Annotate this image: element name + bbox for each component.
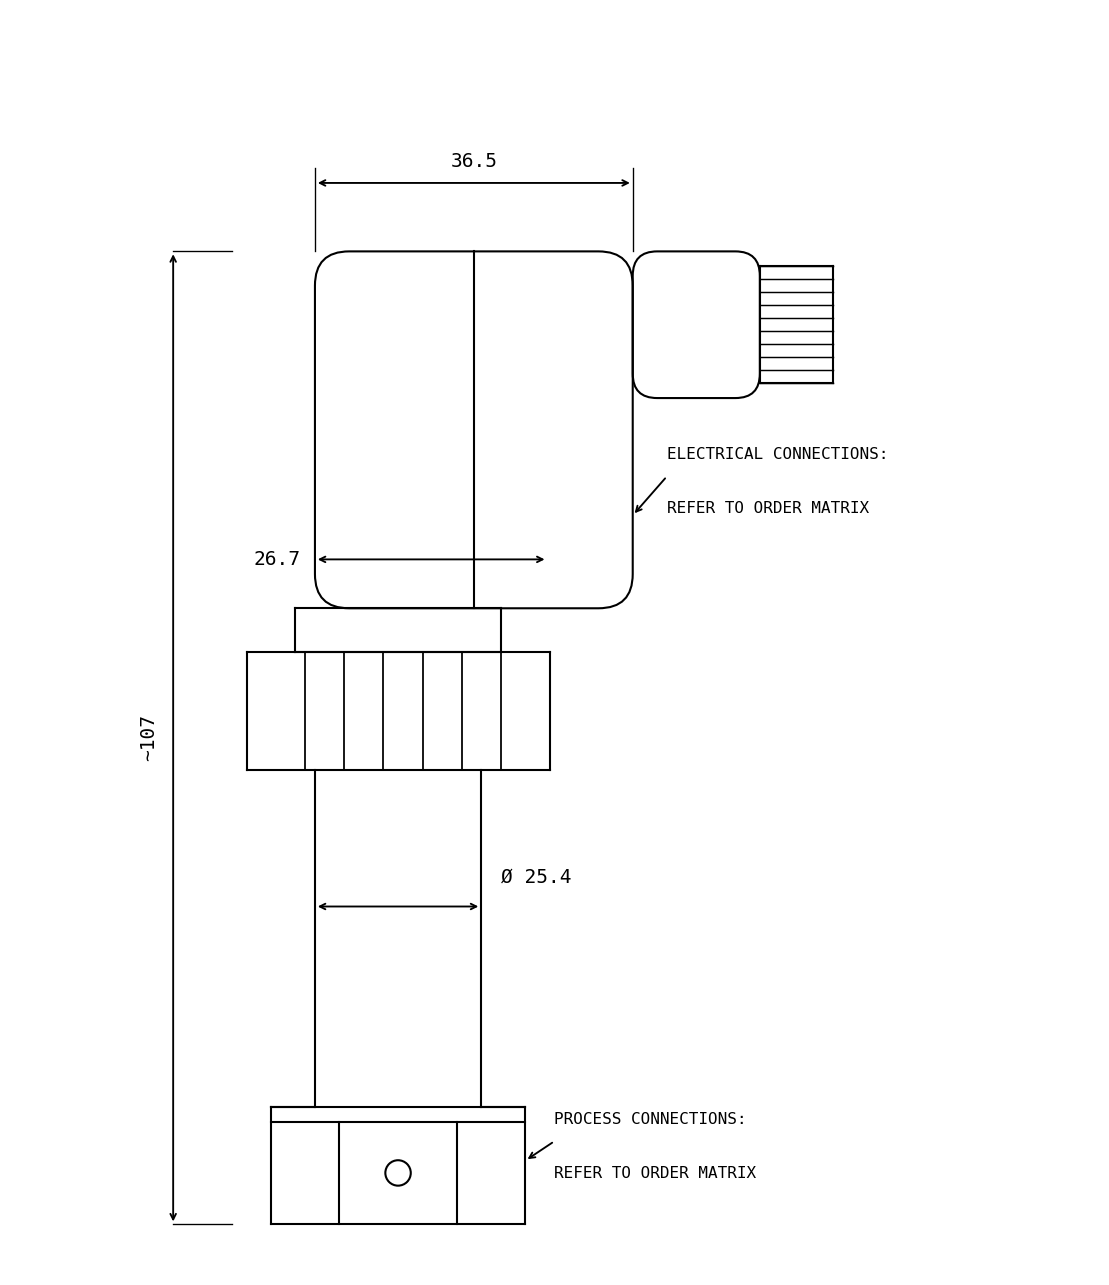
Text: 36.5: 36.5 bbox=[450, 152, 497, 171]
Text: REFER TO ORDER MATRIX: REFER TO ORDER MATRIX bbox=[554, 1165, 756, 1181]
Text: ELECTRICAL CONNECTIONS:: ELECTRICAL CONNECTIONS: bbox=[667, 447, 888, 461]
Text: ~107: ~107 bbox=[140, 714, 159, 761]
Text: Ø 25.4: Ø 25.4 bbox=[501, 867, 571, 887]
Text: 26.7: 26.7 bbox=[253, 550, 301, 569]
Text: PROCESS CONNECTIONS:: PROCESS CONNECTIONS: bbox=[554, 1112, 747, 1127]
Text: REFER TO ORDER MATRIX: REFER TO ORDER MATRIX bbox=[667, 501, 869, 515]
